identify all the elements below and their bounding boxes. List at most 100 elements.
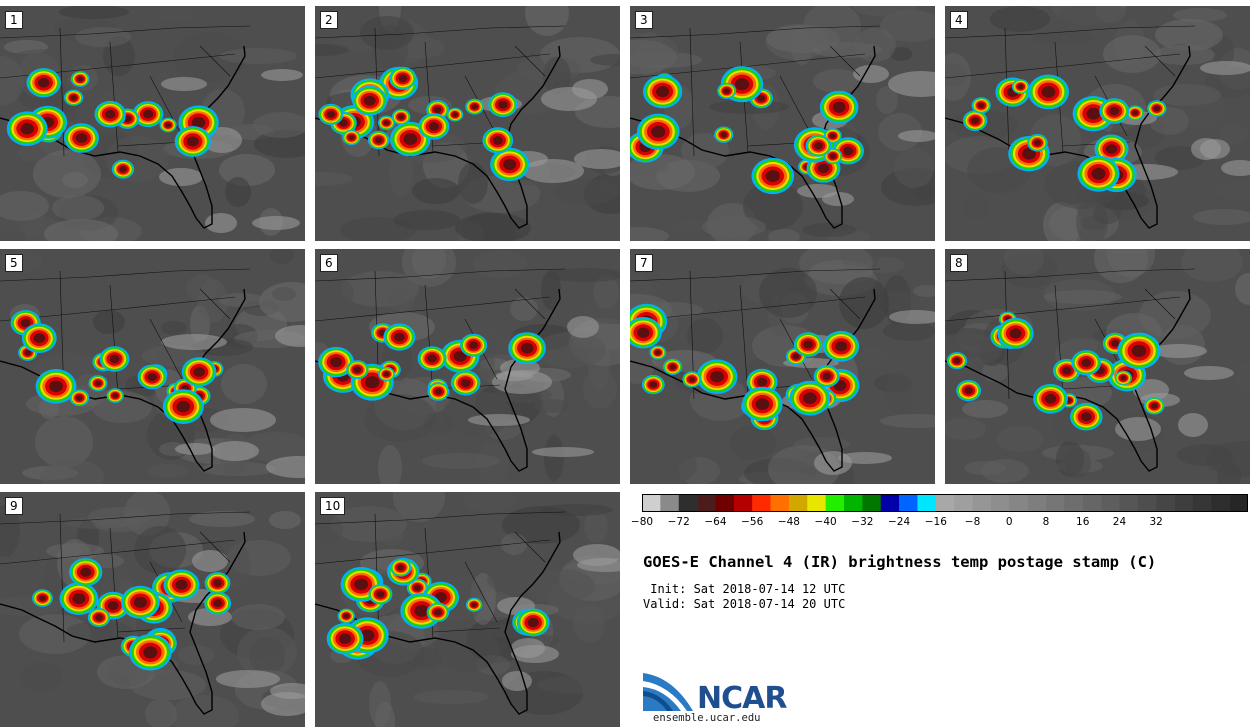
cloud-texture: [19, 614, 91, 654]
convective-cell: [383, 371, 390, 377]
colorbar-swatch: [1156, 495, 1175, 511]
high-cloud: [898, 130, 935, 142]
state-border: [829, 288, 861, 320]
colorbar-tick-label: −80: [630, 516, 654, 528]
high-cloud: [252, 216, 300, 230]
state-border: [1144, 45, 1176, 77]
cloud-texture: [1235, 273, 1250, 305]
convective-cell: [964, 387, 973, 395]
state-border: [315, 296, 551, 322]
convective-cell: [669, 364, 676, 370]
ncar-logo-text: NCAR: [697, 681, 787, 716]
high-cloud: [216, 670, 280, 688]
cloud-texture: [443, 391, 511, 437]
high-cloud: [210, 408, 276, 432]
high-cloud: [159, 168, 203, 186]
stamp-panel: 9: [0, 492, 305, 727]
convective-cell: [1022, 147, 1036, 160]
cloud-texture: [67, 621, 133, 641]
high-cloud: [567, 316, 599, 338]
ir-map: [0, 6, 305, 241]
panel-number: 1: [5, 11, 23, 29]
colorbar-swatch: [1192, 495, 1212, 511]
colorbar-swatch: [825, 495, 845, 511]
ir-map: [315, 6, 620, 241]
state-border: [199, 288, 231, 320]
cloud-texture: [219, 293, 265, 307]
convective-cell: [143, 109, 154, 119]
cloud-texture: [502, 506, 580, 544]
convective-cell: [191, 116, 206, 129]
convective-cell: [1109, 106, 1120, 116]
high-cloud: [522, 159, 584, 183]
convective-cell: [1120, 375, 1127, 381]
cloud-texture: [543, 57, 571, 95]
high-cloud: [888, 71, 935, 97]
convective-cell: [20, 318, 31, 328]
cloud-texture: [75, 27, 131, 47]
convective-cell: [343, 613, 350, 619]
cloud-texture: [198, 279, 228, 323]
stamp-panel: 2: [315, 6, 620, 241]
init-time: Init: Sat 2018-07-14 12 UTC: [643, 582, 846, 596]
state-border: [315, 25, 566, 39]
convective-cell: [143, 646, 158, 659]
cloud-texture: [52, 195, 104, 221]
panel-number: 9: [5, 497, 23, 515]
convective-cell: [165, 122, 172, 128]
convective-cell: [339, 633, 352, 644]
state-border: [117, 627, 186, 633]
cloud-texture: [672, 219, 708, 233]
cloud-texture: [315, 514, 343, 544]
panel-number: 8: [950, 254, 968, 272]
cloud-texture: [813, 69, 861, 93]
cloud-texture: [178, 645, 214, 665]
cloud-texture: [525, 6, 569, 36]
cloud-texture: [990, 6, 1050, 32]
cloud-texture: [394, 210, 460, 230]
cloud-texture: [62, 172, 88, 188]
cloud-texture: [534, 399, 570, 413]
convective-cell: [330, 357, 343, 368]
high-cloud: [1221, 160, 1250, 176]
cloud-texture: [913, 285, 935, 297]
colorbar-swatch: [880, 495, 900, 511]
cloud-texture: [249, 637, 285, 675]
convective-cell: [75, 133, 88, 143]
high-cloud: [502, 671, 532, 691]
convective-cell: [383, 120, 390, 126]
state-border: [109, 284, 119, 396]
high-cloud: [1178, 413, 1208, 437]
cloud-texture: [378, 524, 404, 546]
colorbar-tick-label: −56: [741, 516, 764, 528]
colorbar-swatch: [1064, 495, 1084, 511]
state-border: [945, 268, 1196, 282]
cloud-texture: [0, 56, 24, 106]
state-border: [117, 141, 186, 147]
ir-map: [945, 249, 1250, 484]
convective-cell: [842, 146, 854, 156]
convective-cell: [107, 601, 119, 611]
colorbar-swatch: [660, 495, 680, 511]
cloud-texture: [1155, 19, 1223, 51]
colorbar-tick-label: −40: [814, 516, 837, 528]
cloud-texture: [254, 130, 305, 158]
state-border: [464, 561, 498, 623]
high-cloud: [1200, 61, 1250, 75]
cloud-texture: [1032, 31, 1092, 45]
stamp-panel: 4: [945, 6, 1250, 241]
convective-cell: [757, 95, 766, 102]
high-cloud: [889, 310, 935, 324]
cloud-texture: [573, 605, 605, 643]
convective-cell: [1091, 167, 1106, 180]
coastline: [315, 45, 561, 229]
state-border: [689, 27, 695, 157]
convective-cell: [829, 153, 836, 159]
convective-cell: [77, 76, 84, 82]
panel-number: 10: [320, 497, 346, 515]
convective-cell: [95, 614, 103, 621]
colorbar-swatch: [1211, 495, 1230, 511]
convective-cell: [33, 333, 46, 344]
convective-cell: [105, 109, 116, 119]
colorbar-tick-label: −64: [704, 516, 727, 528]
